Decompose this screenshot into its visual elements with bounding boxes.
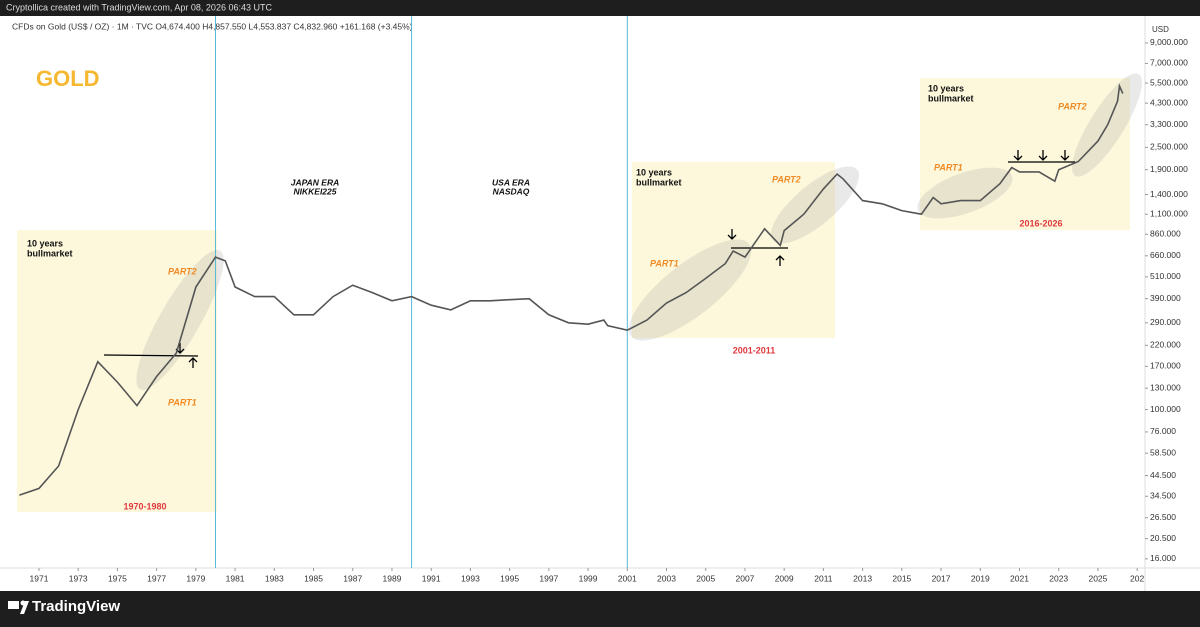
y-axis-label: USD [1152, 25, 1169, 34]
x-tick-label: 1997 [539, 573, 558, 583]
y-tick-label: 2,500.000 [1150, 142, 1188, 152]
y-tick-label: 660.000 [1150, 250, 1181, 260]
x-tick-label: 1977 [147, 573, 166, 583]
logo [8, 600, 29, 614]
annotation: NIKKEI225 [294, 186, 337, 196]
x-tick-label: 1971 [30, 573, 49, 583]
y-tick-label: 44.500 [1150, 470, 1176, 480]
y-tick-label: 1,900.000 [1150, 164, 1188, 174]
x-tick-label: 1993 [461, 573, 480, 583]
x-tick-label: 2013 [853, 573, 872, 583]
x-tick-label: 1973 [69, 573, 88, 583]
y-tick-label: 100.000 [1150, 404, 1181, 414]
annotation: 10 years [928, 83, 964, 93]
y-tick-label: 220.000 [1150, 340, 1181, 350]
annotation: bullmarket [928, 93, 974, 103]
annotation: 10 years [636, 167, 672, 177]
annotation: PART1 [650, 258, 679, 268]
x-tick-label: 2005 [696, 573, 715, 583]
annotation: NASDAQ [493, 186, 530, 196]
annotation: PART2 [1058, 101, 1087, 111]
y-tick-label: 7,000.000 [1150, 58, 1188, 68]
footer-brand: TradingView [32, 598, 120, 615]
price-line [19, 83, 1124, 496]
x-tick-label: 1981 [226, 573, 245, 583]
header-bar [0, 0, 1200, 16]
y-tick-label: 5,500.000 [1150, 77, 1188, 87]
annotation: PART2 [772, 174, 801, 184]
x-tick-label: 1989 [383, 573, 402, 583]
x-tick-label: 2011 [814, 573, 833, 583]
y-tick-label: 130.000 [1150, 382, 1181, 392]
y-tick-label: 20.500 [1150, 533, 1176, 543]
annotation: PART2 [168, 266, 197, 276]
y-tick-label: 76.000 [1150, 426, 1176, 436]
annotation-shapes [17, 73, 1142, 512]
x-tick-label: 2019 [971, 573, 990, 583]
x-tick-label: 1987 [343, 573, 362, 583]
y-tick-label: 3,300.000 [1150, 119, 1188, 129]
y-tick-label: 26.500 [1150, 512, 1176, 522]
x-tick-label: 1979 [186, 573, 205, 583]
header-text: Cryptollica created with TradingView.com… [6, 2, 272, 12]
y-tick-label: 170.000 [1150, 361, 1181, 371]
annotation: 10 years [27, 238, 63, 248]
y-tick-label: 390.000 [1150, 293, 1181, 303]
x-tick-label: 1985 [304, 573, 323, 583]
x-tick-label: 1995 [500, 573, 519, 583]
annotation: bullmarket [27, 248, 73, 258]
x-tick-label: 2009 [775, 573, 794, 583]
x-tick-label: 1991 [422, 573, 441, 583]
x-tick-label: 2007 [735, 573, 754, 583]
y-tick-label: 34.500 [1150, 491, 1176, 501]
annotation: bullmarket [636, 177, 682, 187]
x-tick-label: 1999 [579, 573, 598, 583]
annotation: 1970-1980 [123, 501, 166, 511]
annotation: USA ERA [492, 177, 530, 187]
annotation: JAPAN ERA [291, 177, 340, 187]
y-tick-label: 290.000 [1150, 317, 1181, 327]
x-tick-label: 2023 [1049, 573, 1068, 583]
x-tick-label: 2003 [657, 573, 676, 583]
annotation: PART1 [168, 397, 197, 407]
x-tick-label: 2021 [1010, 573, 1029, 583]
y-tick-label: 58.500 [1150, 447, 1176, 457]
x-tick-label: 2001 [618, 573, 637, 583]
y-tick-label: 4,300.000 [1150, 97, 1188, 107]
x-tick-label: 202 [1130, 573, 1144, 583]
x-tick-label: 1983 [265, 573, 284, 583]
y-tick-label: 9,000.000 [1150, 37, 1188, 47]
x-tick-label: 2017 [932, 573, 951, 583]
annotation: PART1 [934, 162, 963, 172]
annotation: 2016-2026 [1019, 218, 1062, 228]
annotation: GOLD [36, 66, 100, 91]
x-tick-label: 1975 [108, 573, 127, 583]
annotation: 2001-2011 [733, 345, 776, 355]
x-tick-label: 2015 [892, 573, 911, 583]
y-tick-label: 510.000 [1150, 271, 1181, 281]
y-tick-label: 860.000 [1150, 229, 1181, 239]
footer-bar [0, 591, 1200, 627]
legend: CFDs on Gold (US$ / OZ) · 1M · TVC O4,67… [12, 21, 413, 31]
y-tick-label: 16.000 [1150, 553, 1176, 563]
x-tick-label: 2025 [1088, 573, 1107, 583]
y-tick-label: 1,400.000 [1150, 189, 1188, 199]
y-tick-label: 1,100.000 [1150, 208, 1188, 218]
